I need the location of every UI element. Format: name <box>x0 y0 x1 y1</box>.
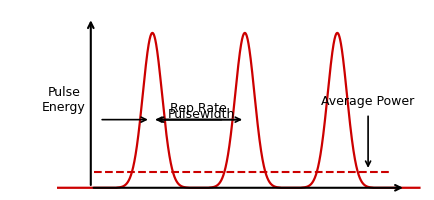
Text: Pulse
Energy: Pulse Energy <box>42 86 85 114</box>
Text: Average Power: Average Power <box>321 95 414 108</box>
Text: Pulsewidth: Pulsewidth <box>168 107 235 120</box>
Text: Rep Rate: Rep Rate <box>170 101 227 114</box>
